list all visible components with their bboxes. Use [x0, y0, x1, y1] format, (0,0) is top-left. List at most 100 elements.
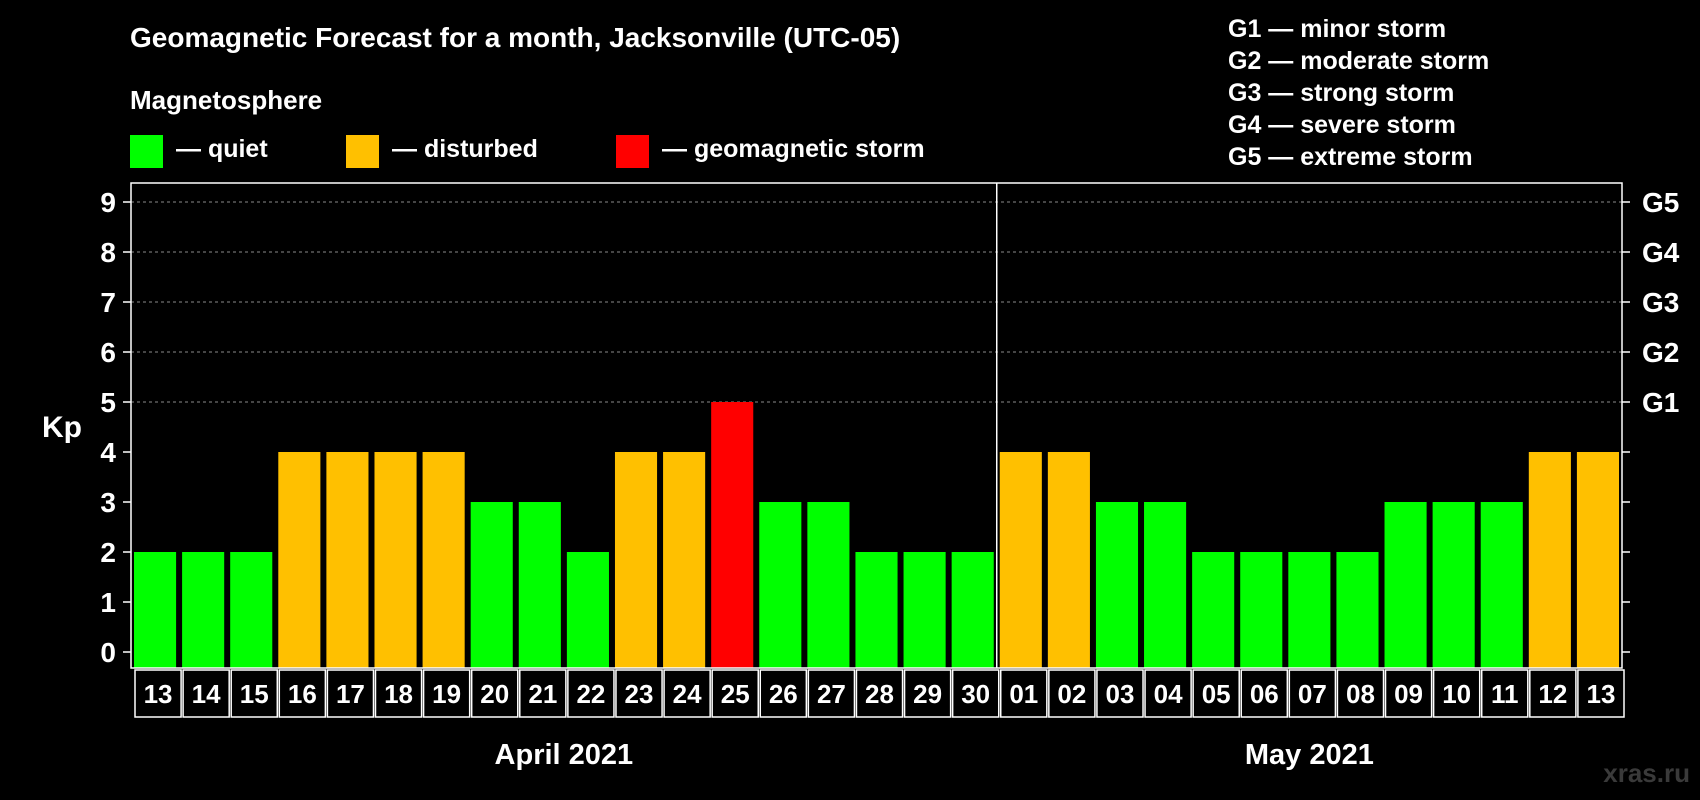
y-tick-label-2: 2 — [100, 537, 116, 568]
right-label-G2: G2 — [1642, 337, 1679, 368]
x-tick-label-27: 10 — [1442, 679, 1471, 709]
bar-2 — [230, 552, 273, 668]
date-box-16 — [903, 669, 952, 718]
x-tick-label-14: 27 — [817, 679, 846, 709]
date-box-2 — [230, 669, 279, 718]
legend-swatch-storm — [616, 135, 649, 168]
x-tick-label-4: 17 — [336, 679, 365, 709]
x-tick-label-17: 30 — [961, 679, 990, 709]
y-tick-label-9: 9 — [100, 187, 116, 218]
date-box-22 — [1192, 669, 1240, 718]
bar-27 — [1432, 502, 1475, 668]
date-box-29 — [1529, 669, 1577, 718]
date-box-7 — [470, 669, 519, 718]
storm-scale-g1: G1 — minor storm — [1228, 15, 1446, 43]
x-tick-label-13: 26 — [769, 679, 798, 709]
x-tick-label-16: 29 — [913, 679, 942, 709]
date-box-10 — [615, 669, 663, 718]
date-box-13 — [759, 669, 808, 718]
bar-13 — [759, 502, 802, 668]
date-box-5 — [374, 669, 423, 718]
date-box-26 — [1384, 669, 1433, 718]
watermark: xras.ru — [1603, 758, 1690, 788]
y-tick-label-1: 1 — [100, 587, 116, 618]
right-label-G4: G4 — [1642, 237, 1680, 268]
x-tick-label-1: 14 — [192, 679, 221, 709]
date-box-14 — [807, 669, 856, 718]
x-tick-label-24: 07 — [1298, 679, 1327, 709]
x-tick-label-11: 24 — [673, 679, 702, 709]
bar-24 — [1288, 552, 1331, 668]
bar-28 — [1480, 502, 1523, 668]
x-tick-label-6: 19 — [432, 679, 461, 709]
y-tick-label-4: 4 — [100, 437, 116, 468]
x-tick-label-12: 25 — [721, 679, 750, 709]
bar-26 — [1384, 502, 1427, 668]
bar-17 — [951, 552, 994, 668]
date-box-9 — [567, 669, 615, 718]
bar-0 — [134, 552, 177, 668]
y-tick-label-3: 3 — [100, 487, 116, 518]
bar-16 — [903, 552, 946, 668]
legend-swatch-quiet — [130, 135, 163, 168]
date-box-30 — [1577, 669, 1625, 718]
y-axis-label: Kp — [42, 411, 82, 444]
bar-19 — [1047, 452, 1090, 668]
storm-scale: G1 — minor storm G2 — moderate storm G3 … — [1228, 15, 1489, 171]
date-box-6 — [422, 669, 471, 718]
x-tick-label-7: 20 — [480, 679, 509, 709]
date-box-4 — [326, 669, 375, 718]
date-box-0 — [134, 669, 182, 718]
bar-29 — [1528, 452, 1571, 668]
date-box-3 — [278, 669, 327, 718]
x-tick-label-21: 04 — [1154, 679, 1183, 709]
x-tick-label-10: 23 — [625, 679, 654, 709]
legend-heading: Magnetosphere — [130, 85, 322, 115]
date-box-27 — [1432, 669, 1481, 718]
date-box-19 — [1048, 669, 1096, 718]
date-box-20 — [1096, 669, 1144, 718]
y-tick-label-6: 6 — [100, 337, 116, 368]
month-label-1: May 2021 — [1245, 739, 1374, 771]
x-tick-label-22: 05 — [1202, 679, 1231, 709]
storm-scale-g3: G3 — strong storm — [1228, 79, 1454, 107]
bar-5 — [374, 452, 417, 668]
date-box-11 — [663, 669, 711, 718]
x-tick-label-20: 03 — [1106, 679, 1135, 709]
legend-label-quiet: — quiet — [176, 135, 268, 163]
bar-14 — [807, 502, 850, 668]
y-tick-label-5: 5 — [100, 387, 116, 418]
date-box-18 — [999, 669, 1048, 718]
right-label-G3: G3 — [1642, 287, 1679, 318]
x-tick-label-28: 11 — [1491, 679, 1519, 709]
x-tick-label-8: 21 — [528, 679, 557, 709]
date-box-28 — [1480, 669, 1529, 718]
date-box-1 — [182, 669, 230, 718]
x-tick-label-26: 09 — [1394, 679, 1423, 709]
x-tick-label-9: 22 — [576, 679, 605, 709]
bar-21 — [1144, 502, 1187, 668]
right-label-G1: G1 — [1642, 387, 1679, 418]
bar-15 — [855, 552, 898, 668]
date-box-24 — [1288, 669, 1337, 718]
month-label-0: April 2021 — [495, 739, 634, 771]
date-box-15 — [855, 669, 904, 718]
bar-1 — [182, 552, 225, 668]
x-tick-label-25: 08 — [1346, 679, 1375, 709]
x-tick-label-15: 28 — [865, 679, 894, 709]
bar-23 — [1240, 552, 1283, 668]
bar-9 — [566, 552, 609, 668]
date-box-12 — [711, 669, 760, 718]
x-tick-label-18: 01 — [1009, 679, 1038, 709]
bar-7 — [470, 502, 513, 668]
y-tick-label-8: 8 — [100, 237, 116, 268]
x-tick-label-0: 13 — [144, 679, 173, 709]
x-tick-label-2: 15 — [240, 679, 269, 709]
chart-title: Geomagnetic Forecast for a month, Jackso… — [130, 22, 900, 53]
bar-3 — [278, 452, 321, 668]
x-tick-label-29: 12 — [1538, 679, 1567, 709]
bar-12 — [711, 402, 754, 668]
date-box-25 — [1336, 669, 1385, 718]
